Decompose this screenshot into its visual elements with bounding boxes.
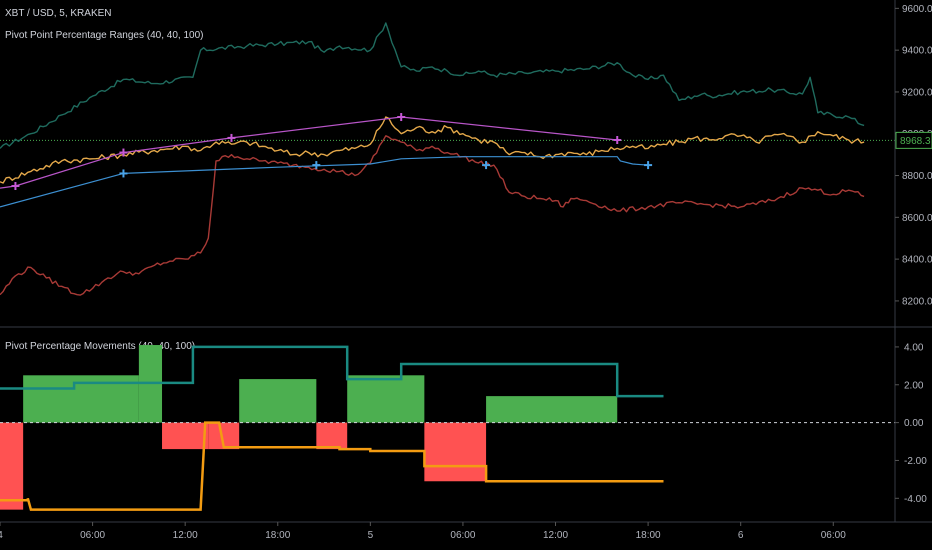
- movement-tick-label: 2.00: [904, 380, 924, 391]
- time-tick-label: 12:00: [543, 530, 568, 541]
- price-tick-label: 8800.0: [902, 171, 932, 182]
- average-up-line: [0, 345, 664, 398]
- upper-range-line: [0, 22, 865, 149]
- movement-tick-label: 0.00: [904, 418, 924, 429]
- time-tick-label: 06:00: [450, 530, 475, 541]
- price-line: [0, 116, 865, 184]
- movement-tick-label: -4.00: [904, 494, 927, 505]
- symbol-title: XBT / USD, 5, KRAKEN: [5, 8, 112, 19]
- negative-bar: [0, 422, 24, 510]
- average-down-line: [0, 421, 664, 511]
- time-tick-label: 18:00: [636, 530, 661, 541]
- last-price-badge: [895, 131, 932, 149]
- price-tick-label: 9400.0: [902, 46, 932, 57]
- price-tick-label: 8400.0: [902, 255, 932, 266]
- price-tick-label: 9600.0: [902, 4, 932, 15]
- price-tick-label: 8600.0: [902, 213, 932, 224]
- time-tick-label: 18:00: [265, 530, 290, 541]
- price-tick-label: 9200.0: [902, 87, 932, 98]
- positive-bar: [239, 379, 317, 423]
- indicator-title-top: Pivot Point Percentage Ranges (40, 40, 1…: [5, 30, 204, 41]
- price-pane[interactable]: [0, 22, 895, 296]
- price-tick-label: 8200.0: [902, 296, 932, 307]
- negative-bar: [162, 422, 209, 450]
- movement-pane[interactable]: [0, 345, 895, 511]
- pivot-low-line: [0, 156, 649, 208]
- positive-bar: [347, 375, 425, 423]
- time-tick-label: 06:00: [80, 530, 105, 541]
- time-tick-label: 4: [0, 530, 3, 541]
- movement-tick-label: -2.00: [904, 456, 927, 467]
- time-tick-label: 12:00: [173, 530, 198, 541]
- positive-bar: [486, 396, 618, 423]
- lower-range-line: [0, 135, 865, 296]
- last-price-label: 8968.3: [900, 136, 931, 147]
- indicator-title-bottom: Pivot Percentage Movements (40, 40, 100): [5, 341, 196, 352]
- time-tick-label: 06:00: [821, 530, 846, 541]
- movement-tick-label: 4.00: [904, 342, 924, 353]
- negative-bar: [424, 422, 487, 482]
- time-tick-label: 6: [738, 530, 744, 541]
- time-tick-label: 5: [368, 530, 374, 541]
- negative-bar: [316, 422, 348, 450]
